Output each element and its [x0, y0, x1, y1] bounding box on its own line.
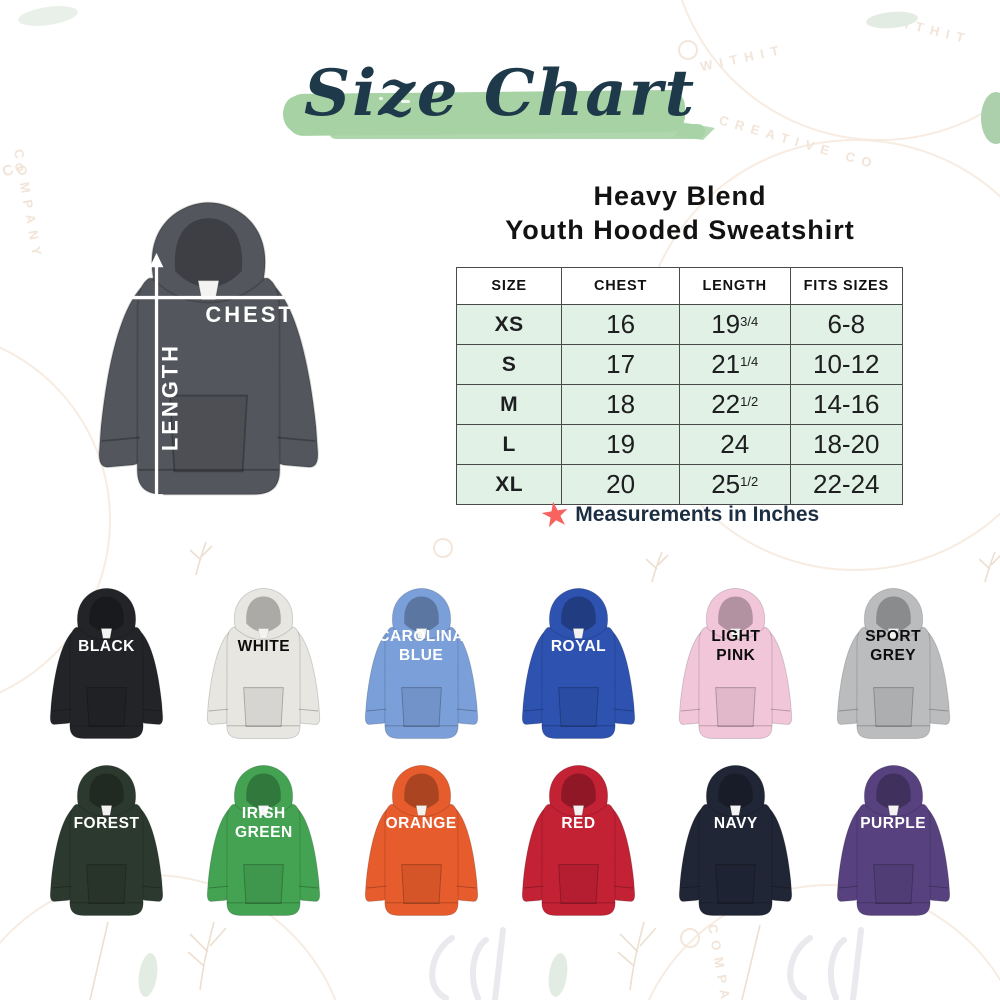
length-label: LENGTH: [157, 343, 182, 451]
color-label: IRISH GREEN: [235, 805, 293, 841]
header-fits: FITS SIZES: [789, 267, 903, 305]
table-row: XS 16 193/4 6-8: [455, 304, 903, 345]
chest-cell: 17: [561, 344, 680, 385]
header-length: LENGTH: [678, 267, 791, 305]
color-label: ORANGE: [385, 814, 457, 832]
color-swatch-navy: NAVY: [657, 757, 814, 929]
color-swatch-irish-green: IRISH GREEN: [185, 757, 342, 929]
color-swatch-red: RED: [500, 757, 657, 929]
color-swatch-forest: FOREST: [28, 757, 185, 929]
length-cell: 211/4: [678, 344, 791, 385]
product-name-line1: Heavy Blend: [593, 181, 767, 211]
table-row: XL 20 251/2 22-24: [455, 464, 903, 505]
table-row: M 18 221/2 14-16: [455, 384, 903, 425]
measurements-note: ★ Measurements in Inches: [456, 493, 903, 537]
size-table-header-row: SIZE CHEST LENGTH FITS SIZES: [455, 267, 903, 305]
chest-label: CHEST: [205, 302, 294, 327]
note-text: Measurements in Inches: [575, 503, 820, 526]
brush-stroke: [283, 90, 715, 140]
fits-cell: 10-12: [789, 344, 903, 385]
size-cell: XS: [455, 304, 563, 345]
color-swatch-purple: PURPLE: [815, 757, 972, 929]
color-label: BLACK: [78, 637, 135, 655]
color-swatch-row-1: BLACK WHITE CAROLINA BLUE ROYAL LIGHT PI…: [28, 580, 972, 752]
watermark-leaves: [18, 6, 1000, 997]
watermark-twigs: [89, 541, 1000, 1000]
measurement-arrows: CHEST LENGTH: [113, 253, 310, 509]
length-cell: 221/2: [678, 384, 791, 425]
star-icon: ★: [537, 493, 574, 537]
color-swatch-light-pink: LIGHT PINK: [657, 580, 814, 752]
size-table: SIZE CHEST LENGTH FITS SIZES XS 16 193/4…: [455, 267, 903, 505]
length-cell: 251/2: [678, 464, 791, 505]
size-cell: L: [455, 424, 563, 465]
color-swatch-black: BLACK: [28, 580, 185, 752]
fits-cell: 14-16: [789, 384, 903, 425]
color-label: CAROLINA BLUE: [378, 628, 465, 664]
table-row: S 17 211/4 10-12: [455, 344, 903, 385]
color-label: ROYAL: [550, 637, 607, 655]
fits-cell: 22-24: [789, 464, 903, 505]
color-swatch-sport-grey: SPORT GREY: [815, 580, 972, 752]
fits-cell: 18-20: [789, 424, 903, 465]
color-swatch-royal: ROYAL: [500, 580, 657, 752]
header-chest: CHEST: [561, 267, 680, 305]
color-swatch-carolina-blue: CAROLINA BLUE: [343, 580, 500, 752]
chest-cell: 19: [561, 424, 680, 465]
length-cell: 24: [678, 424, 791, 465]
size-cell: S: [455, 344, 563, 385]
header-size: SIZE: [455, 267, 563, 305]
product-name-line2: Youth Hooded Sweatshirt: [505, 214, 855, 245]
color-swatch-row-2: FOREST IRISH GREEN ORANGE RED NAVY PURPL…: [28, 757, 972, 929]
table-row: L 19 24 18-20: [455, 424, 903, 465]
watermark-text: COMPANY: [705, 923, 740, 1000]
chest-cell: 18: [561, 384, 680, 425]
fits-cell: 6-8: [789, 304, 903, 345]
chest-cell: 20: [561, 464, 680, 505]
color-label: FOREST: [73, 814, 140, 832]
color-label: SPORT GREY: [865, 628, 922, 664]
size-cell: M: [455, 384, 563, 425]
color-swatch-orange: ORANGE: [343, 757, 500, 929]
product-name: Heavy Blend Youth Hooded Sweatshirt: [450, 180, 910, 248]
size-cell: XL: [455, 464, 563, 505]
color-label: RED: [561, 814, 596, 832]
length-cell: 193/4: [678, 304, 791, 345]
color-label: PURPLE: [860, 814, 927, 832]
color-swatch-white: WHITE: [185, 580, 342, 752]
measurement-diagram: CHEST LENGTH: [60, 186, 357, 519]
color-label: NAVY: [713, 814, 758, 832]
chest-cell: 16: [561, 304, 680, 345]
color-label: LIGHT PINK: [711, 628, 761, 664]
color-label: WHITE: [237, 637, 291, 655]
page-title: Size Chart: [303, 56, 697, 131]
watermark-script: [429, 927, 864, 1000]
